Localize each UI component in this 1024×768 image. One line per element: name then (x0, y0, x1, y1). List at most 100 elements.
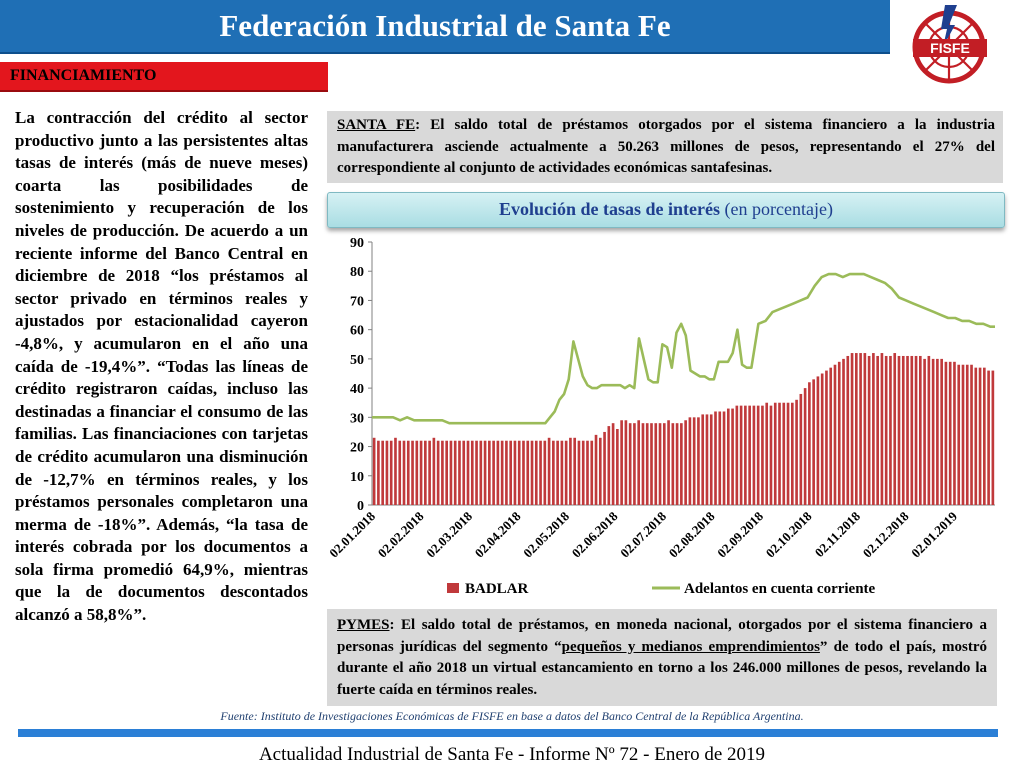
y-tick-label: 0 (357, 499, 364, 514)
x-tick-label: 02.07.2018 (617, 508, 669, 560)
footer-text: Actualidad Industrial de Santa Fe - Info… (258, 744, 766, 765)
badlar-bar (483, 440, 487, 505)
badlar-bar (402, 440, 406, 505)
badlar-bar (863, 353, 867, 505)
badlar-bar (441, 440, 444, 505)
badlar-bar (377, 440, 380, 505)
badlar-bar (735, 405, 739, 505)
legend-label-adelantos: Adelantos en cuenta corriente (684, 581, 876, 597)
fisfe-logo: FISFE (912, 5, 987, 84)
badlar-bar (616, 429, 619, 505)
badlar-bar (526, 440, 530, 505)
y-tick-label: 60 (350, 324, 364, 339)
badlar-bar (675, 423, 679, 505)
badlar-bar (436, 440, 440, 505)
badlar-bar (598, 437, 602, 505)
badlar-bar (974, 367, 978, 505)
badlar-bar (462, 440, 466, 505)
badlar-bar (901, 355, 905, 505)
badlar-bar (889, 355, 892, 505)
badlar-bar (509, 440, 513, 505)
x-tick-label: 02.05.2018 (520, 508, 572, 560)
badlar-bar (479, 440, 483, 505)
badlar-bar (987, 370, 990, 505)
badlar-bar (773, 402, 777, 505)
badlar-bar (778, 402, 781, 505)
source-note: Fuente: Instituto de Investigaciones Eco… (220, 709, 804, 723)
badlar-bar (688, 417, 692, 505)
badlar-bar (637, 420, 641, 505)
x-tick-label: 02.09.2018 (714, 508, 766, 560)
badlar-bar (415, 440, 419, 505)
badlar-bar (722, 411, 726, 505)
badlar-bar (897, 355, 901, 505)
badlar-bar (953, 361, 956, 505)
badlar-bar (910, 355, 914, 505)
badlar-bar (739, 405, 743, 505)
badlar-bar (919, 355, 922, 505)
y-tick-label: 40 (350, 382, 364, 397)
header-bar (0, 0, 890, 54)
santa-fe-text: : El saldo total de préstamos otorgados … (337, 117, 995, 176)
section-label: FINANCIAMIENTO (10, 67, 157, 84)
badlar-bar (560, 440, 564, 505)
x-tick-label: 02.01.2018 (327, 508, 378, 560)
badlar-bar (645, 423, 649, 505)
badlar-bar (530, 440, 534, 505)
badlar-bar (790, 402, 794, 505)
badlar-bar (577, 440, 581, 505)
badlar-bar (453, 440, 457, 505)
badlar-bar (726, 408, 730, 505)
badlar-bar (846, 355, 850, 505)
badlar-bar (641, 423, 645, 505)
badlar-bar (927, 355, 931, 505)
badlar-bar (428, 440, 431, 505)
badlar-bar (808, 382, 811, 505)
badlar-bar (398, 440, 402, 505)
badlar-bar (505, 440, 508, 505)
badlar-bar (731, 408, 734, 505)
badlar-bar (872, 353, 875, 505)
badlar-bar (705, 414, 709, 505)
badlar-bar (803, 388, 807, 505)
badlar-bar (381, 440, 384, 505)
badlar-bar (534, 440, 538, 505)
y-tick-label: 10 (350, 470, 364, 485)
badlar-bar (940, 358, 943, 505)
badlar-bar (406, 440, 410, 505)
x-tick-label: 02.04.2018 (472, 508, 524, 560)
x-tick-label: 02.03.2018 (423, 508, 475, 560)
badlar-bar (944, 361, 948, 505)
badlar-bar (466, 440, 470, 505)
badlar-bar (552, 440, 555, 505)
badlar-bar (628, 423, 632, 505)
badlar-bar (603, 431, 606, 505)
x-tick-label: 02.08.2018 (666, 508, 718, 560)
badlar-bar (611, 423, 615, 505)
badlar-bar (701, 414, 705, 505)
badlar-bar (816, 376, 820, 505)
badlar-bar (914, 355, 918, 505)
santa-fe-label: SANTA FE (337, 117, 416, 133)
badlar-bar (658, 423, 662, 505)
badlar-bar (513, 440, 517, 505)
badlar-bar (594, 434, 598, 505)
legend-swatch-badlar (447, 583, 459, 593)
badlar-bar (697, 417, 700, 505)
badlar-bar (581, 440, 585, 505)
badlar-bar (496, 440, 500, 505)
badlar-bar (475, 440, 478, 505)
x-tick-label: 02.11.2018 (812, 508, 864, 560)
badlar-bar (432, 437, 436, 505)
badlar-bar (709, 414, 713, 505)
badlar-bar (748, 405, 751, 505)
x-tick-label: 02.10.2018 (763, 508, 815, 560)
y-tick-label: 30 (350, 411, 364, 426)
badlar-bar (837, 361, 841, 505)
badlar-bar (586, 440, 589, 505)
badlar-bar (983, 367, 986, 505)
badlar-bar (970, 364, 973, 505)
badlar-bar (389, 440, 393, 505)
badlar-bar (662, 423, 666, 505)
badlar-bar (564, 440, 568, 505)
